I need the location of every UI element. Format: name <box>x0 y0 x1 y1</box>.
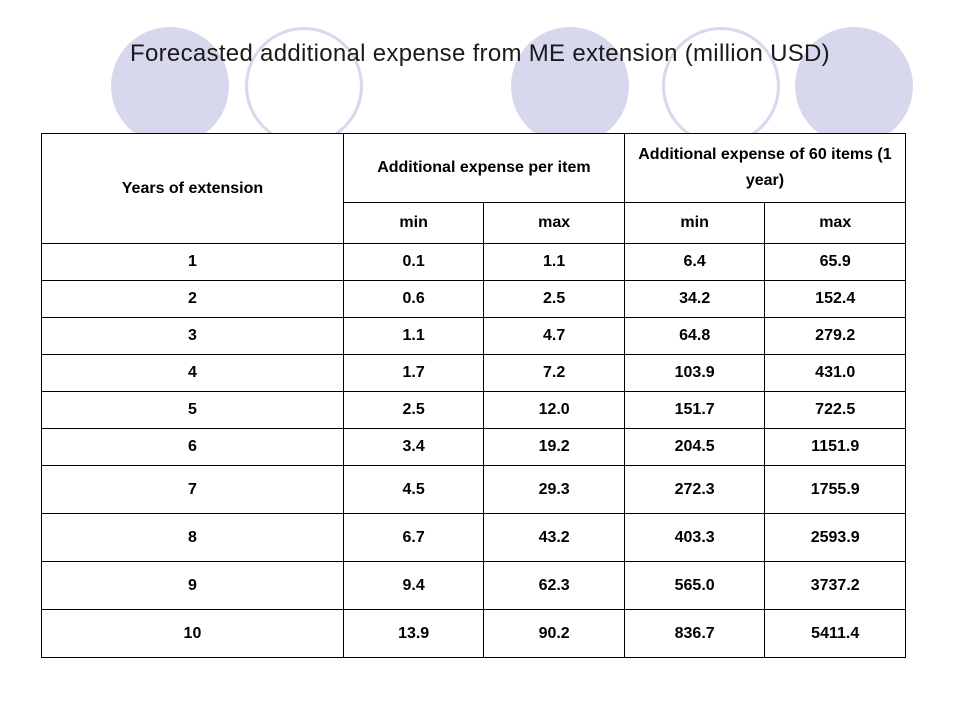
cell-per-item-max: 90.2 <box>483 609 625 658</box>
table-row: 8 6.7 43.2 403.3 2593.9 <box>41 513 906 562</box>
decorative-circle-2 <box>245 27 363 145</box>
header-expense-60-items: Additional expense of 60 items (1 year) <box>623 133 907 203</box>
cell-60-items-min: 151.7 <box>623 391 766 429</box>
table-row: 9 9.4 62.3 565.0 3737.2 <box>41 561 906 610</box>
table-header-row: Years of extension Additional expense pe… <box>41 133 907 244</box>
subheader-min-per-item: min <box>342 202 485 244</box>
cell-per-item-max: 2.5 <box>483 280 625 318</box>
cell-years: 10 <box>41 609 344 658</box>
cell-60-items-min: 836.7 <box>623 609 766 658</box>
table-row: 10 13.9 90.2 836.7 5411.4 <box>41 609 906 658</box>
slide-title: Forecasted additional expense from ME ex… <box>130 40 830 67</box>
cell-per-item-min: 3.4 <box>342 428 485 466</box>
cell-years: 4 <box>41 354 344 392</box>
cell-per-item-min: 0.6 <box>342 280 485 318</box>
decorative-circle-5 <box>795 27 913 145</box>
table-row: 5 2.5 12.0 151.7 722.5 <box>41 391 906 429</box>
cell-per-item-max: 43.2 <box>483 513 625 562</box>
cell-years: 5 <box>41 391 344 429</box>
cell-years: 2 <box>41 280 344 318</box>
header-expense-per-item: Additional expense per item <box>342 133 625 203</box>
expense-table: Years of extension Additional expense pe… <box>41 133 907 658</box>
cell-60-items-max: 279.2 <box>764 317 906 355</box>
cell-per-item-max: 29.3 <box>483 465 625 514</box>
table-row: 3 1.1 4.7 64.8 279.2 <box>41 317 906 355</box>
cell-per-item-min: 6.7 <box>342 513 485 562</box>
table-row: 7 4.5 29.3 272.3 1755.9 <box>41 465 906 514</box>
table-row: 1 0.1 1.1 6.4 65.9 <box>41 243 906 281</box>
cell-years: 3 <box>41 317 344 355</box>
cell-years: 7 <box>41 465 344 514</box>
cell-60-items-max: 152.4 <box>764 280 906 318</box>
cell-years: 8 <box>41 513 344 562</box>
cell-60-items-min: 204.5 <box>623 428 766 466</box>
subheader-min-60-items: min <box>623 202 766 244</box>
cell-years: 6 <box>41 428 344 466</box>
cell-60-items-min: 64.8 <box>623 317 766 355</box>
cell-60-items-max: 1151.9 <box>764 428 906 466</box>
cell-per-item-min: 1.7 <box>342 354 485 392</box>
cell-60-items-max: 2593.9 <box>764 513 906 562</box>
cell-60-items-max: 1755.9 <box>764 465 906 514</box>
cell-years: 9 <box>41 561 344 610</box>
cell-per-item-max: 12.0 <box>483 391 625 429</box>
cell-60-items-min: 565.0 <box>623 561 766 610</box>
table-row: 2 0.6 2.5 34.2 152.4 <box>41 280 906 318</box>
cell-60-items-max: 5411.4 <box>764 609 906 658</box>
cell-per-item-min: 1.1 <box>342 317 485 355</box>
decorative-circle-1 <box>111 27 229 145</box>
cell-per-item-min: 13.9 <box>342 609 485 658</box>
cell-60-items-min: 6.4 <box>623 243 766 281</box>
cell-per-item-max: 19.2 <box>483 428 625 466</box>
cell-years: 1 <box>41 243 344 281</box>
cell-60-items-max: 65.9 <box>764 243 906 281</box>
decorative-circle-3 <box>511 27 629 145</box>
subheader-max-60-items: max <box>764 202 906 244</box>
cell-60-items-min: 103.9 <box>623 354 766 392</box>
table-row: 4 1.7 7.2 103.9 431.0 <box>41 354 906 392</box>
cell-60-items-max: 3737.2 <box>764 561 906 610</box>
cell-60-items-min: 272.3 <box>623 465 766 514</box>
cell-60-items-max: 722.5 <box>764 391 906 429</box>
cell-per-item-max: 1.1 <box>483 243 625 281</box>
table-row: 6 3.4 19.2 204.5 1151.9 <box>41 428 906 466</box>
cell-per-item-min: 4.5 <box>342 465 485 514</box>
header-years-of-extension: Years of extension <box>41 133 344 244</box>
cell-per-item-min: 9.4 <box>342 561 485 610</box>
cell-per-item-max: 4.7 <box>483 317 625 355</box>
cell-60-items-min: 403.3 <box>623 513 766 562</box>
cell-60-items-min: 34.2 <box>623 280 766 318</box>
cell-per-item-max: 7.2 <box>483 354 625 392</box>
cell-60-items-max: 431.0 <box>764 354 906 392</box>
cell-per-item-min: 0.1 <box>342 243 485 281</box>
decorative-circle-4 <box>662 27 780 145</box>
subheader-max-per-item: max <box>483 202 625 244</box>
cell-per-item-min: 2.5 <box>342 391 485 429</box>
cell-per-item-max: 62.3 <box>483 561 625 610</box>
